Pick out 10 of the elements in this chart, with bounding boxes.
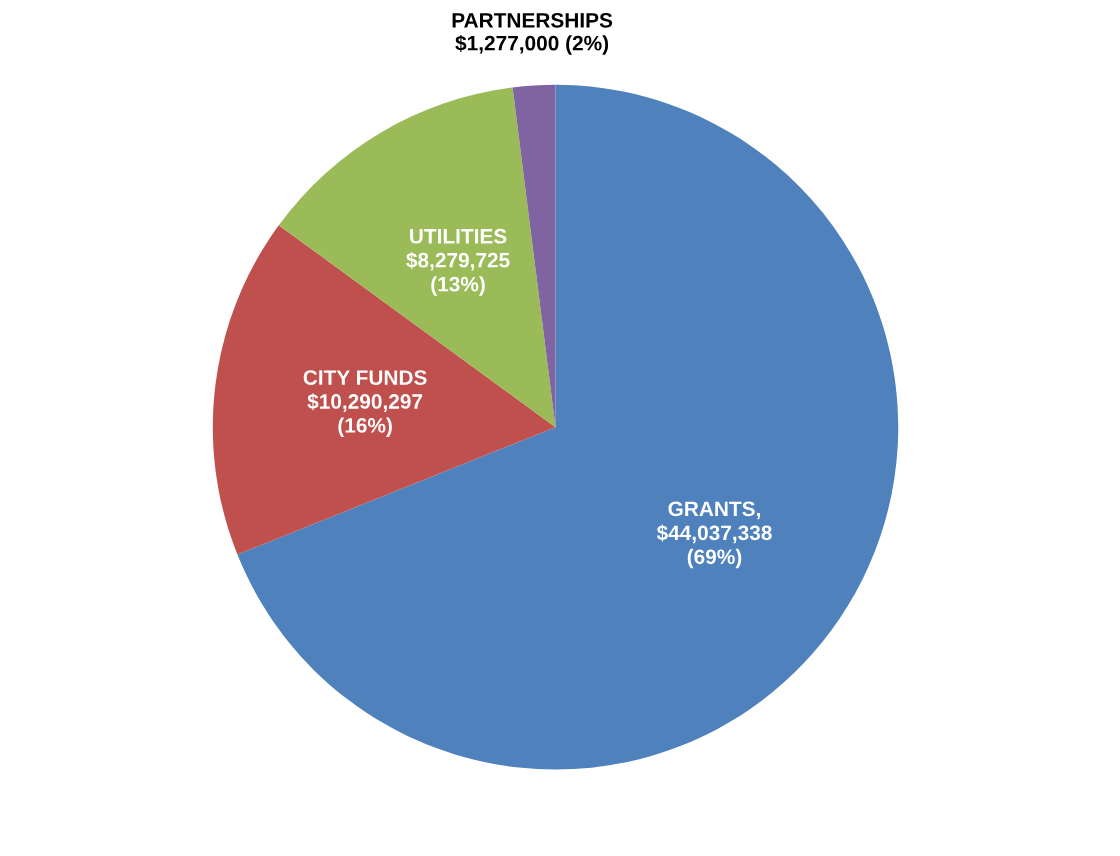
pie-slice	[212, 225, 556, 555]
slice-label: CITY FUNDS	[303, 370, 427, 385]
pie-slice	[237, 84, 899, 770]
pie-slice	[512, 84, 556, 428]
slice-label: GRANTS, $44,037,338 (69%)	[656, 501, 772, 569]
data-label: $1,277,000 (2%)	[455, 34, 609, 55]
data-label: $10,290,297 (16%)	[307, 393, 423, 437]
data-label: $8,279,725 (13%)	[406, 251, 510, 296]
slice-label: PARTNERSHIPS	[452, 12, 613, 28]
slice-label: UTILITIES	[410, 228, 507, 244]
